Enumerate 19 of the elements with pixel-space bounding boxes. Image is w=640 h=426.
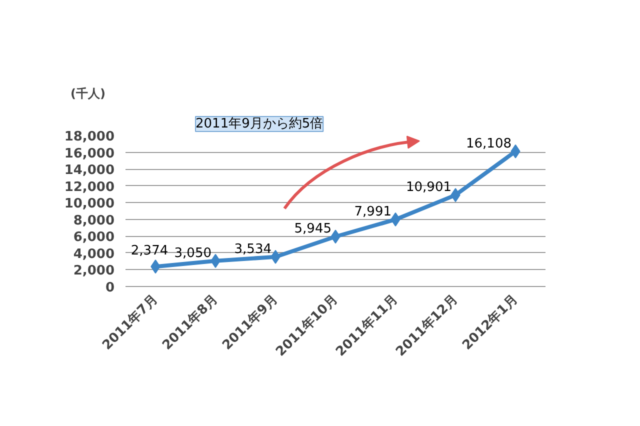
text: 7,991 <box>354 204 392 220</box>
y-tick-label: 4,000 <box>73 246 115 262</box>
y-axis-title: (千人) <box>70 86 106 100</box>
text: 10,901 <box>406 180 452 196</box>
text: 3,534 <box>234 242 272 257</box>
text: 5,945 <box>294 222 332 237</box>
y-tick-label: 2,000 <box>73 264 115 279</box>
y-tick-label: 6,000 <box>73 230 115 246</box>
y-tick-label: 8,000 <box>73 213 115 228</box>
y-tick-label: 0 <box>105 280 114 296</box>
y-tick-label: 18,000 <box>64 130 115 144</box>
text: 2,374 <box>130 244 168 259</box>
text: 2011年9月から約5倍 <box>196 116 324 132</box>
y-tick-label: 14,000 <box>64 163 115 178</box>
y-tick-label: 16,000 <box>64 146 115 162</box>
text: 16,108 <box>466 136 512 152</box>
y-tick-label: 10,000 <box>64 196 115 212</box>
text: 3,050 <box>174 246 212 261</box>
y-tick-label: 12,000 <box>64 180 115 195</box>
